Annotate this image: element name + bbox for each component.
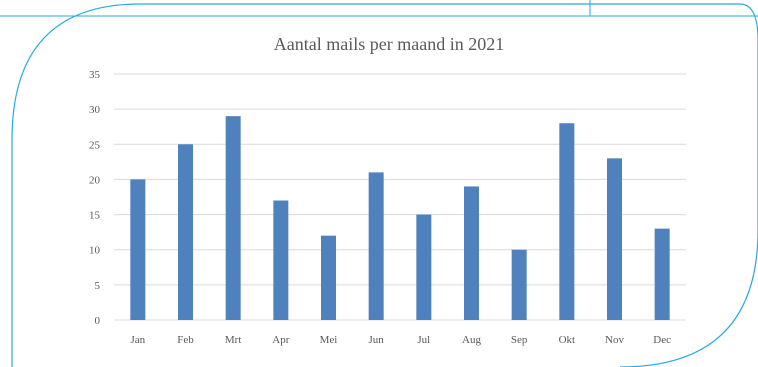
bar-jun [368, 172, 384, 320]
bar-okt [559, 123, 575, 320]
x-tick-label: Jul [417, 334, 430, 346]
bar-apr [273, 200, 289, 320]
bar-mrt [225, 116, 241, 321]
x-tick-label: Jan [130, 334, 145, 346]
x-tick-label: Mrt [225, 334, 242, 346]
bar-mei [321, 235, 336, 320]
y-axis-ticks: 0 5 10 15 20 25 30 35 [89, 69, 101, 327]
bars [130, 116, 670, 321]
rounded-panel-outline [11, 3, 758, 367]
y-tick-label: 25 [89, 139, 101, 151]
chart-title: Aantal mails per maand in 2021 [274, 34, 504, 54]
x-tick-label: Nov [605, 334, 624, 346]
bar-feb [178, 144, 193, 320]
y-tick-label: 30 [89, 104, 101, 116]
bar-aug [464, 186, 479, 320]
bar-jul [416, 214, 432, 320]
bar-jan [130, 179, 146, 320]
bar-nov [607, 158, 622, 320]
x-tick-label: Apr [272, 334, 289, 346]
x-tick-label: Aug [462, 334, 481, 346]
x-tick-label: Sep [511, 334, 528, 346]
x-tick-label: Mei [320, 334, 338, 346]
y-tick-label: 20 [89, 174, 101, 186]
y-tick-label: 5 [95, 280, 101, 292]
y-tick-label: 15 [89, 210, 101, 222]
bar-dec [654, 228, 670, 320]
y-tick-label: 35 [89, 69, 101, 81]
x-axis-ticks: Jan Feb Mrt Apr Mei Jun Jul Aug Sep Okt Nov Dec [130, 334, 671, 346]
y-tick-label: 10 [89, 245, 101, 257]
x-tick-label: Okt [559, 334, 576, 346]
x-tick-label: Dec [653, 334, 671, 346]
bar-sep [511, 249, 527, 320]
gridlines [114, 73, 686, 321]
x-tick-label: Jun [369, 334, 385, 346]
y-tick-label: 0 [95, 315, 101, 327]
x-tick-label: Feb [177, 334, 194, 346]
